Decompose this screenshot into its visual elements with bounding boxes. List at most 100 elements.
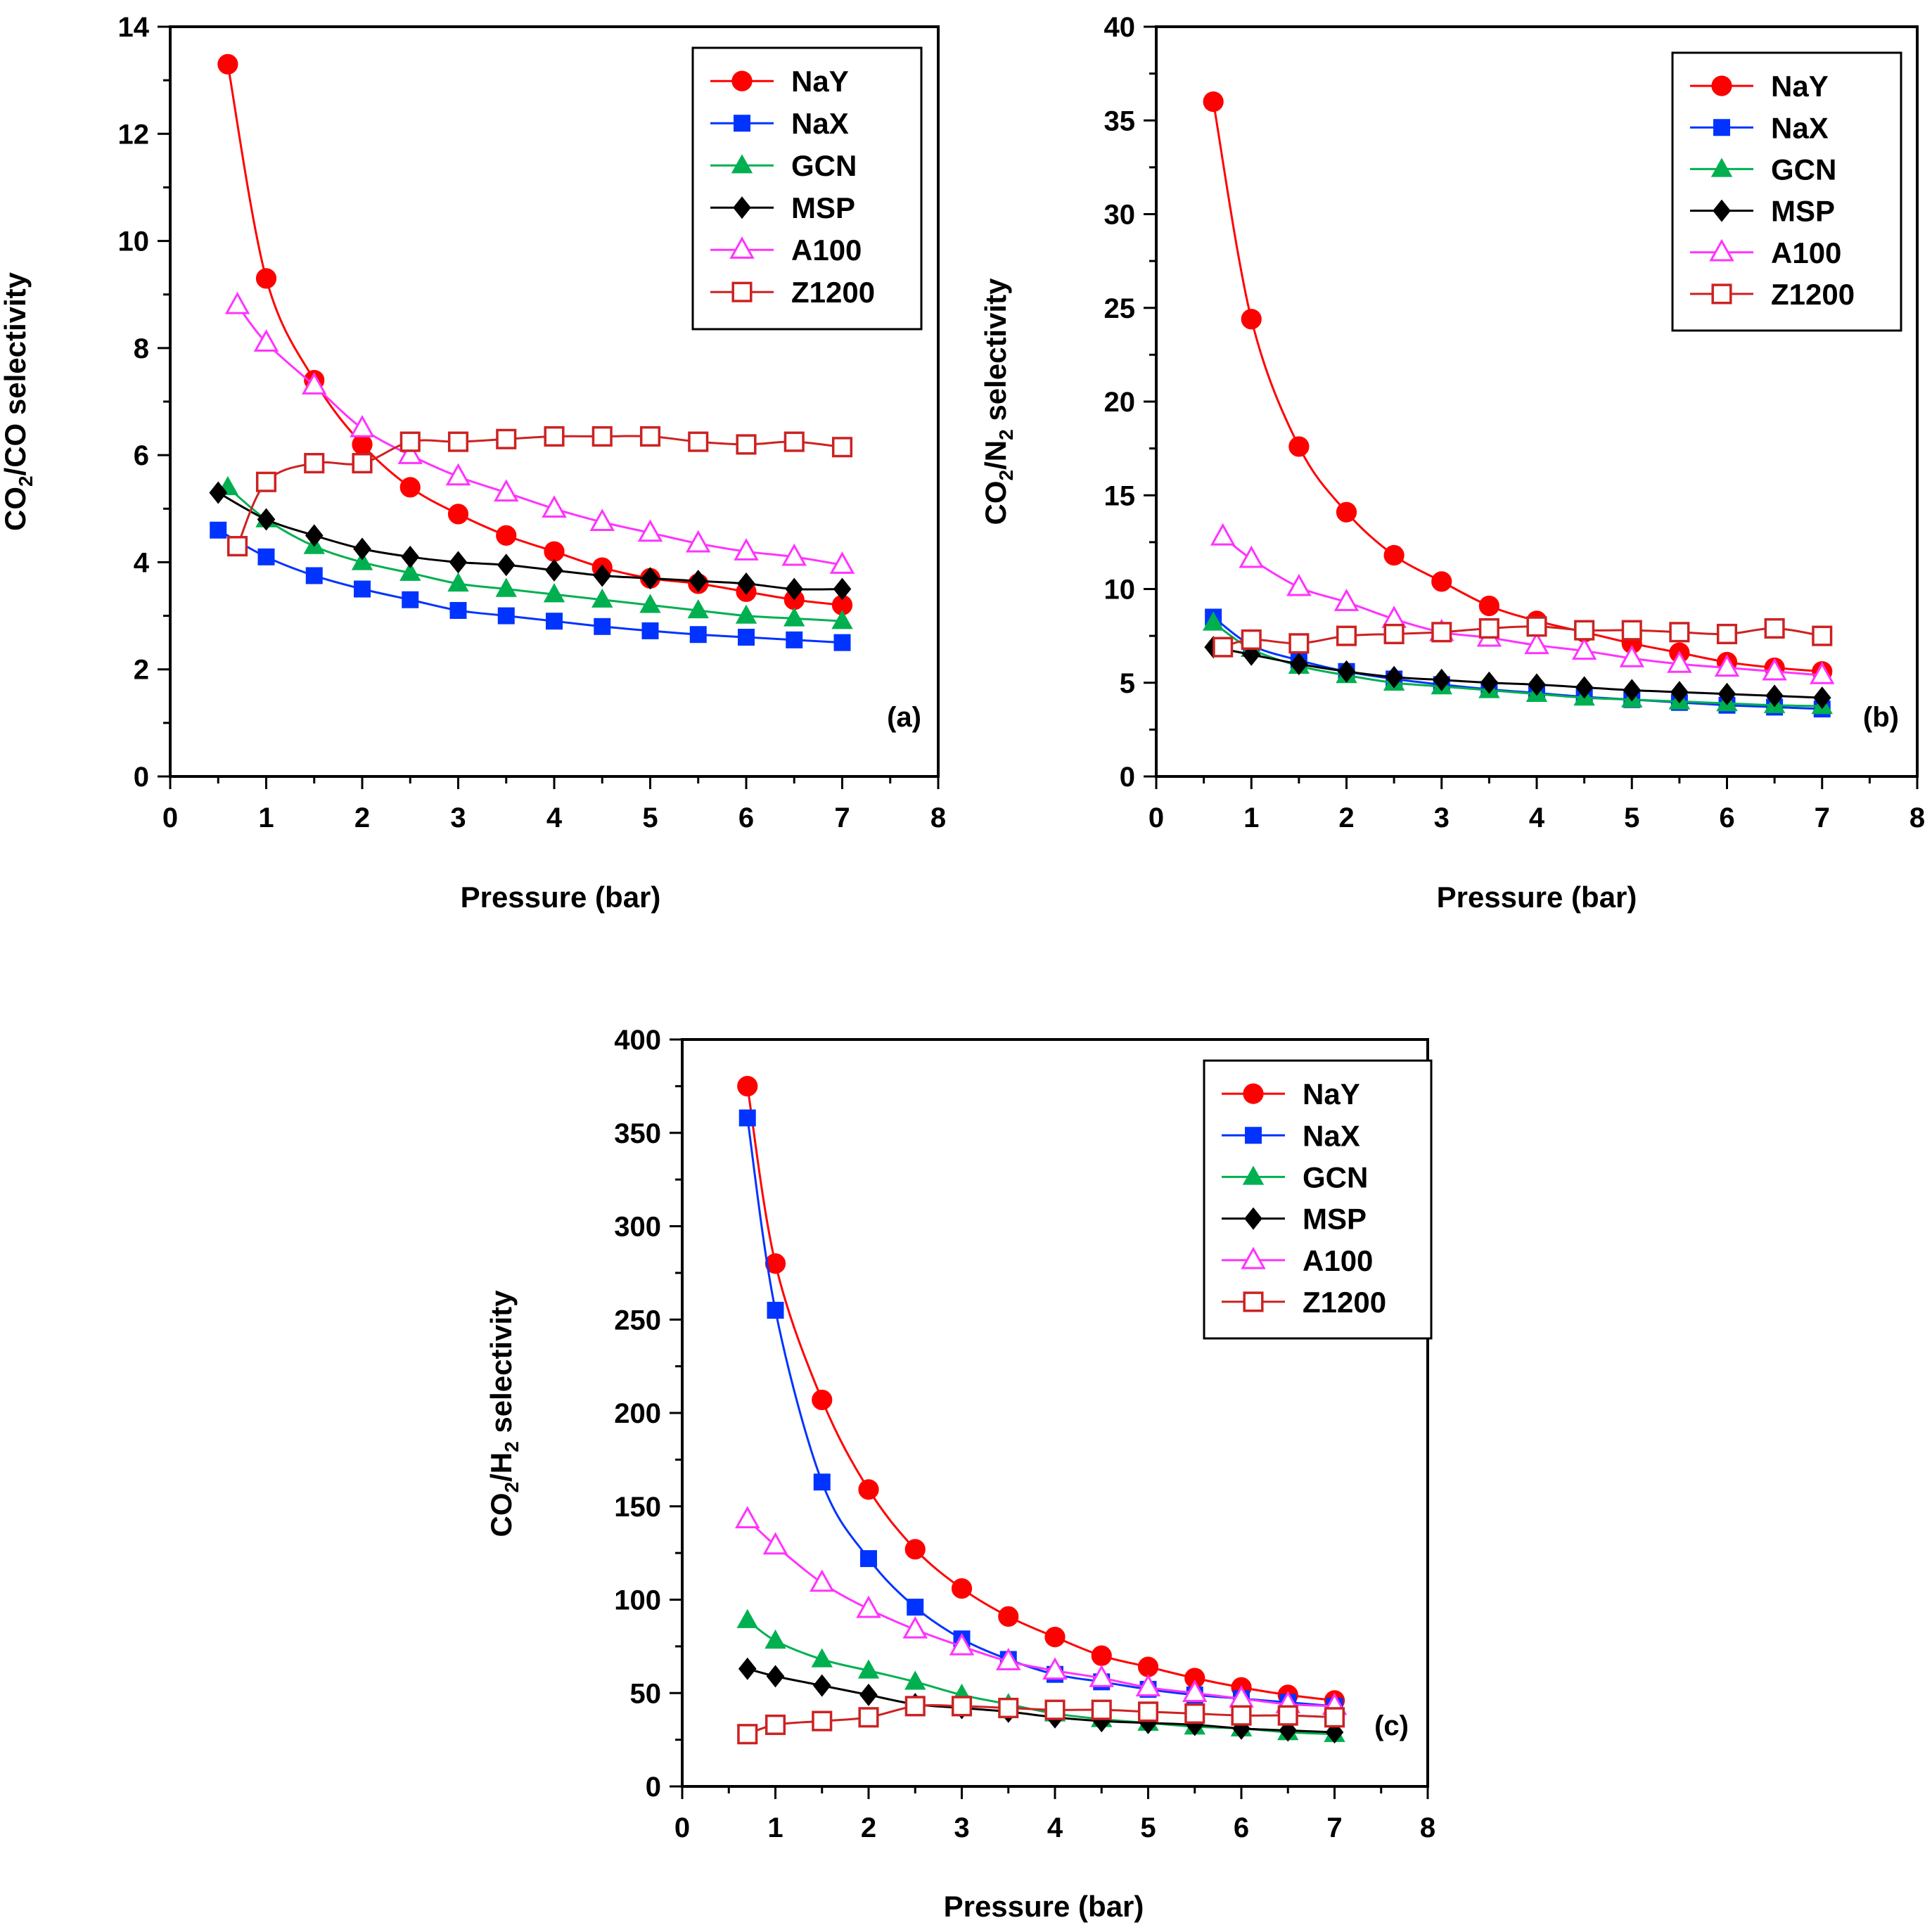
data-point <box>496 428 517 449</box>
data-point <box>765 1714 786 1735</box>
y-tick-label: 250 <box>614 1305 661 1336</box>
data-point <box>736 1608 758 1628</box>
data-point <box>546 613 563 630</box>
data-point <box>1528 673 1546 696</box>
data-point <box>1210 523 1236 546</box>
data-point <box>859 1683 878 1706</box>
data-point <box>257 548 275 565</box>
data-point <box>210 521 227 539</box>
y-tick-label: 4 <box>134 547 150 578</box>
panel-tag: (c) <box>1374 1710 1409 1741</box>
data-point <box>831 610 853 629</box>
data-point <box>639 426 661 447</box>
legend-marker <box>1711 75 1732 96</box>
data-point <box>995 1648 1021 1670</box>
y-tick-label: 50 <box>630 1678 662 1709</box>
y-tick-label: 10 <box>1104 575 1136 606</box>
data-point <box>1764 618 1785 639</box>
legend-marker <box>1242 1165 1265 1185</box>
data-point <box>1044 1627 1066 1648</box>
y-axis-title: CO2​/N2​ selectivity <box>979 278 1017 525</box>
legend-box <box>1203 1059 1433 1340</box>
y-tick-label: 5 <box>1120 668 1135 699</box>
data-point <box>783 431 805 452</box>
data-point <box>1812 686 1831 710</box>
data-point <box>493 479 519 502</box>
chart-panel-b: 0 1 2 3 4 5 6 7 8 0 5 10 15 20 25 30 35 40 Pressure (bar) C… <box>979 12 1925 914</box>
data-point <box>447 504 469 525</box>
x-tick-label: 5 <box>1140 1812 1156 1843</box>
legend-box <box>691 46 923 331</box>
data-point <box>1184 1703 1205 1725</box>
data-point <box>907 1599 924 1616</box>
data-point <box>1669 622 1690 643</box>
x-tick-label: 0 <box>162 802 178 833</box>
data-point <box>737 1724 758 1745</box>
data-point <box>1042 1657 1068 1680</box>
data-point <box>689 626 707 644</box>
data-point <box>736 434 757 455</box>
data-point <box>543 583 565 603</box>
legend-marker <box>1241 1246 1266 1269</box>
data-point <box>860 1550 877 1568</box>
y-tick-label: 14 <box>118 12 150 43</box>
legend-marker <box>1711 283 1732 305</box>
y-tick-label: 150 <box>614 1492 661 1523</box>
data-point <box>397 442 423 464</box>
data-point <box>1324 1707 1345 1728</box>
y-tick-label: 2 <box>134 655 149 686</box>
data-point <box>591 426 613 447</box>
x-tick-label: 4 <box>1047 1812 1063 1843</box>
data-point <box>496 525 517 546</box>
legend-label: NaX <box>1771 111 1829 144</box>
x-tick-label: 7 <box>834 802 850 833</box>
data-point <box>813 1473 831 1491</box>
y-tick-label: 8 <box>134 333 149 364</box>
data-point <box>1619 645 1645 667</box>
legend-label: Z1200 <box>1303 1286 1386 1319</box>
data-point <box>738 629 755 646</box>
legend-label: NaX <box>1303 1119 1360 1152</box>
x-tick-label: 2 <box>1338 802 1354 833</box>
legend-label: NaY <box>1771 70 1829 103</box>
data-point <box>785 577 804 601</box>
data-point <box>1044 1699 1066 1720</box>
legend-marker <box>1713 199 1731 222</box>
data-point <box>904 1670 926 1690</box>
data-point <box>1213 636 1234 658</box>
data-point <box>1480 671 1499 694</box>
legend-marker <box>731 70 753 91</box>
y-tick-label: 40 <box>1104 12 1136 43</box>
data-point <box>1432 668 1451 691</box>
panel-tag: (b) <box>1863 702 1899 733</box>
legend-marker <box>1713 119 1730 136</box>
legend-label: NaY <box>791 65 849 98</box>
data-point <box>811 1648 833 1668</box>
data-point <box>786 631 803 648</box>
data-point <box>354 580 371 598</box>
data-point <box>217 53 238 75</box>
data-point <box>1231 1705 1252 1726</box>
data-point <box>352 453 373 474</box>
legend-label: NaY <box>1303 1077 1360 1111</box>
data-point <box>1717 682 1736 705</box>
data-point <box>833 577 852 601</box>
data-point <box>812 1710 833 1732</box>
x-axis-title: Pressure (bar) <box>461 881 661 914</box>
x-tick-label: 8 <box>1909 802 1925 833</box>
data-point <box>856 1595 881 1618</box>
data-point <box>544 426 565 447</box>
data-point <box>831 437 853 458</box>
data-point <box>495 577 517 597</box>
x-tick-label: 5 <box>642 802 658 833</box>
data-point <box>735 604 757 624</box>
legend-marker <box>1243 1291 1264 1312</box>
legend-marker <box>731 154 753 174</box>
x-tick-label: 2 <box>861 1812 876 1843</box>
x-tick-label: 7 <box>1326 1812 1342 1843</box>
data-point <box>1202 611 1224 631</box>
data-point <box>209 481 228 504</box>
data-point <box>1091 1699 1112 1720</box>
data-point <box>1714 654 1740 677</box>
data-point <box>765 1253 786 1274</box>
